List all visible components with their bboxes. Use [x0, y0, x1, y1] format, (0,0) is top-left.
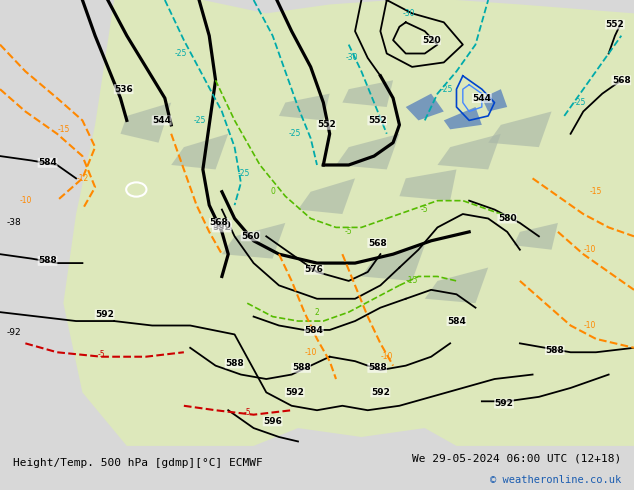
Text: 552: 552: [368, 116, 387, 125]
Text: -25: -25: [174, 49, 187, 58]
Polygon shape: [63, 0, 634, 446]
Text: -5: -5: [98, 350, 105, 359]
Text: We 29-05-2024 06:00 UTC (12+18): We 29-05-2024 06:00 UTC (12+18): [412, 453, 621, 463]
Polygon shape: [514, 223, 558, 250]
Polygon shape: [399, 170, 456, 201]
Text: 560: 560: [212, 220, 231, 230]
Text: 552: 552: [212, 223, 231, 232]
Polygon shape: [279, 94, 330, 121]
Text: -25: -25: [441, 85, 453, 94]
Text: -30: -30: [346, 53, 358, 62]
Text: -5: -5: [421, 205, 429, 214]
Text: 520: 520: [422, 36, 441, 45]
Polygon shape: [222, 223, 285, 259]
Polygon shape: [298, 178, 355, 214]
Text: 596: 596: [263, 417, 282, 426]
Polygon shape: [444, 107, 482, 129]
Text: -25: -25: [238, 170, 250, 178]
Text: -10: -10: [304, 348, 317, 357]
Text: 584: 584: [38, 158, 57, 167]
Polygon shape: [437, 134, 501, 170]
Text: 584: 584: [447, 317, 466, 325]
Text: -12: -12: [76, 174, 89, 183]
Text: 568: 568: [612, 76, 631, 85]
Text: 568: 568: [209, 219, 228, 227]
Polygon shape: [482, 89, 507, 112]
Text: -5: -5: [243, 408, 251, 417]
Text: 552: 552: [605, 20, 624, 29]
Polygon shape: [342, 80, 393, 107]
Text: -92: -92: [6, 328, 21, 337]
Text: 588: 588: [38, 256, 57, 266]
Text: -15: -15: [406, 276, 418, 285]
Text: -10: -10: [380, 352, 393, 361]
Text: 552: 552: [317, 121, 336, 129]
Text: 576: 576: [304, 265, 323, 274]
Text: 2: 2: [314, 308, 320, 317]
Text: 592: 592: [371, 388, 390, 397]
Text: -15: -15: [590, 187, 602, 196]
Text: 544: 544: [472, 94, 491, 102]
Text: 580: 580: [498, 214, 517, 223]
Text: -15: -15: [57, 125, 70, 134]
Text: 568: 568: [368, 239, 387, 247]
Text: 588: 588: [368, 364, 387, 372]
Text: 588: 588: [225, 359, 244, 368]
Text: -5: -5: [345, 227, 353, 236]
Text: 560: 560: [241, 232, 260, 241]
Polygon shape: [120, 102, 171, 143]
Text: -38: -38: [6, 219, 21, 227]
Text: © weatheronline.co.uk: © weatheronline.co.uk: [490, 475, 621, 485]
Text: -25: -25: [288, 129, 301, 138]
Text: -10: -10: [19, 196, 32, 205]
Polygon shape: [425, 268, 488, 303]
Polygon shape: [336, 134, 399, 170]
Text: 0: 0: [270, 187, 275, 196]
Text: 536: 536: [114, 85, 133, 94]
Text: 592: 592: [495, 399, 514, 408]
Text: -30: -30: [403, 9, 415, 18]
Text: 588: 588: [292, 364, 311, 372]
Text: Height/Temp. 500 hPa [gdmp][°C] ECMWF: Height/Temp. 500 hPa [gdmp][°C] ECMWF: [13, 458, 262, 467]
Text: 584: 584: [304, 326, 323, 335]
Text: -10: -10: [583, 245, 596, 254]
Polygon shape: [361, 245, 425, 281]
Text: 592: 592: [95, 310, 114, 319]
Text: -25: -25: [574, 98, 586, 107]
Text: 588: 588: [545, 345, 564, 355]
Polygon shape: [171, 134, 228, 170]
Text: -25: -25: [193, 116, 206, 125]
Text: -10: -10: [583, 321, 596, 330]
Polygon shape: [406, 94, 444, 121]
Text: 544: 544: [152, 116, 171, 125]
Polygon shape: [488, 112, 552, 147]
Text: 592: 592: [285, 388, 304, 397]
